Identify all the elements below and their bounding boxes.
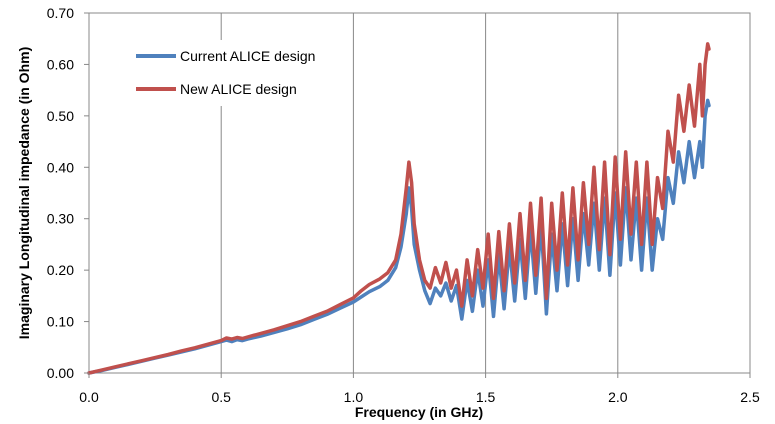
x-axis-title: Frequency (in GHz)	[355, 404, 483, 420]
x-tick-label: 2.0	[608, 389, 628, 405]
series-line-current	[87, 98, 711, 375]
x-tick-label: 0.0	[79, 389, 99, 405]
legend: Current ALICE design New ALICE design	[128, 40, 338, 106]
x-tick-label: 2.5	[740, 389, 760, 405]
x-tick-label: 1.5	[476, 389, 496, 405]
y-axis-title: Imaginary Longitudinal impedance (in Ohm…	[16, 47, 32, 339]
y-tick-label: 0.70	[47, 5, 74, 21]
y-tick-labels: 0.00 0.10 0.20 0.30 0.40 0.50 0.60 0.70	[47, 5, 89, 381]
x-tick-label: 1.0	[344, 389, 364, 405]
legend-label-new: New ALICE design	[180, 81, 297, 97]
y-tick-label: 0.60	[47, 56, 74, 72]
series-line-new	[87, 42, 711, 375]
series-layer	[87, 42, 711, 375]
y-tick-label: 0.40	[47, 159, 74, 175]
y-tick-label: 0.30	[47, 211, 74, 227]
x-tick-label: 0.5	[211, 389, 231, 405]
y-tick-label: 0.50	[47, 108, 74, 124]
legend-background	[128, 40, 338, 106]
y-tick-label: 0.10	[47, 314, 74, 330]
x-tick-labels: 0.0 0.5 1.0 1.5 2.0 2.5	[79, 373, 760, 405]
legend-label-current: Current ALICE design	[180, 48, 315, 64]
y-tick-label: 0.00	[47, 365, 74, 381]
y-tick-label: 0.20	[47, 262, 74, 278]
